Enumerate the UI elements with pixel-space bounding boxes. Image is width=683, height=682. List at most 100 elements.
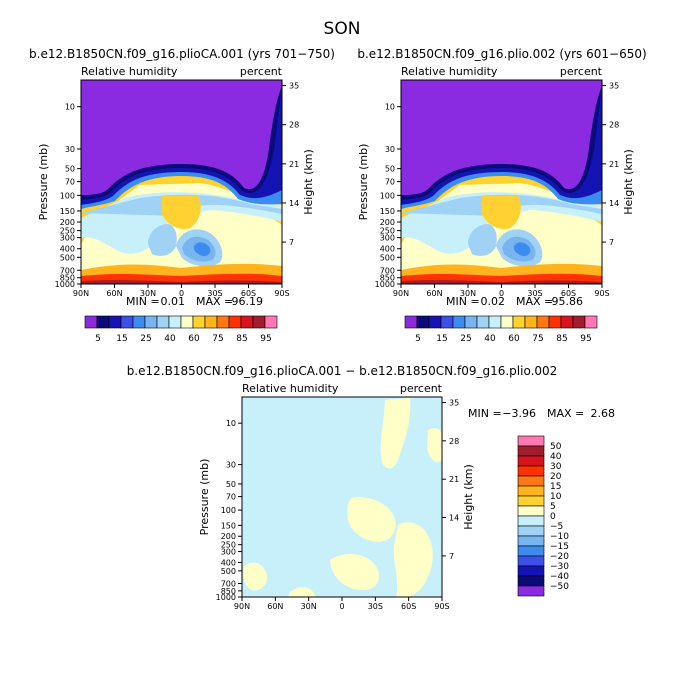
colorbar-label: 25 — [460, 334, 471, 344]
panel-b-band-stratosphere — [401, 80, 602, 195]
y-axis-title: Pressure (mb) — [37, 144, 50, 221]
x-tick-label: 90S — [434, 602, 449, 611]
colorbar-swatch — [416, 315, 430, 329]
x-tick-label: 30S — [527, 289, 542, 298]
colorbar-swatch — [168, 315, 182, 329]
y-tick-label: 700 — [380, 266, 395, 275]
colorbar-swatch — [517, 585, 545, 597]
x-tick-label: 30S — [368, 602, 383, 611]
colorbar-label: 75 — [532, 334, 543, 344]
panel-a-title: b.e12.B1850CN.f09_g16.plioCA.001 (yrs 70… — [29, 47, 335, 61]
colorbar-swatch — [517, 575, 545, 587]
height-axis-title: Height (km) — [462, 464, 475, 530]
colorbar-label: 5 — [95, 334, 101, 344]
colorbar-swatch — [228, 315, 242, 329]
colorbar-label: 20 — [550, 472, 562, 482]
colorbar-label: 40 — [164, 334, 176, 344]
panel-a-dry-blob-core — [193, 242, 211, 257]
colorbar-swatch — [517, 535, 545, 547]
colorbar-swatch — [132, 315, 146, 329]
panel-a-upper-yellow — [162, 196, 201, 230]
y-tick-label: 50 — [65, 165, 75, 174]
panel-a: b.e12.B1850CN.f09_g16.plioCA.001 (yrs 70… — [29, 47, 335, 344]
colorbar-swatch — [517, 485, 545, 497]
colorbar-label: 40 — [484, 334, 496, 344]
panel-a-units-label: percent — [240, 65, 283, 78]
y-tick-label: 1000 — [216, 593, 236, 602]
x-tick-label: 0 — [339, 602, 344, 611]
colorbar-swatch — [252, 315, 266, 329]
y-tick-label: 200 — [380, 218, 395, 227]
x-tick-label: 90S — [274, 289, 289, 298]
panel-a-axes: 90N 60N 30N 0 30S 60S 90S103050701001502002503… — [37, 82, 315, 298]
colorbar-label: 85 — [236, 334, 247, 344]
colorbar-label: 50 — [550, 442, 562, 452]
colorbar-swatch — [512, 315, 526, 329]
x-tick-label: 90N — [73, 289, 89, 298]
height-tick-label: 7 — [449, 552, 454, 561]
panel-c-max-text: MAX = — [547, 407, 584, 420]
y-tick-label: 100 — [60, 191, 75, 200]
panel-b-variable-label: Relative humidity — [401, 65, 498, 78]
y-tick-label: 500 — [60, 253, 75, 262]
y-tick-label: 10 — [65, 103, 75, 112]
height-tick-label: 14 — [609, 199, 619, 208]
y-tick-label: 10 — [385, 103, 395, 112]
colorbar-swatch — [428, 315, 442, 329]
colorbar-label: −10 — [550, 532, 569, 542]
y-tick-label: 200 — [221, 532, 236, 541]
x-tick-label: 90S — [594, 289, 609, 298]
colorbar-swatch — [517, 505, 545, 517]
colorbar-swatch — [452, 315, 466, 329]
colorbar-swatch — [108, 315, 122, 329]
colorbar-swatch — [536, 315, 550, 329]
colorbar-label: −5 — [550, 522, 563, 532]
panel-a-min-value: 0.01 — [161, 295, 186, 308]
height-tick-label: 21 — [449, 475, 459, 484]
colorbar-label: −15 — [550, 542, 569, 552]
panel-a-surface-darkred — [81, 280, 282, 284]
panel-c-positive-right — [427, 428, 442, 463]
panel-a-max-text: MAX = — [196, 295, 233, 308]
x-tick-label: 60S — [241, 289, 256, 298]
panel-a-contour-field — [81, 80, 282, 284]
y-tick-label: 1000 — [55, 280, 75, 289]
height-axis-title: Height (km) — [622, 149, 635, 215]
panel-b-units-label: percent — [560, 65, 603, 78]
panel-c-positive-upper — [380, 398, 411, 469]
panel-b-surface-darkred — [401, 280, 602, 284]
colorbar-swatch — [476, 315, 490, 329]
colorbar-swatch — [517, 525, 545, 537]
y-tick-label: 150 — [221, 521, 236, 530]
colorbar-swatch — [548, 315, 562, 329]
y-tick-label: 250 — [221, 541, 236, 550]
y-tick-label: 400 — [380, 245, 395, 254]
colorbar-swatch — [572, 315, 586, 329]
colorbar-swatch — [216, 315, 230, 329]
colorbar-label: 25 — [140, 334, 151, 344]
height-tick-label: 35 — [609, 82, 619, 91]
y-tick-label: 100 — [380, 191, 395, 200]
colorbar-swatch — [264, 315, 278, 329]
colorbar-label: 15 — [436, 334, 447, 344]
x-tick-label: 30N — [460, 289, 476, 298]
colorbar-swatch — [517, 555, 545, 567]
y-tick-label: 1000 — [375, 280, 395, 289]
colorbar-swatch — [180, 315, 194, 329]
colorbar-label: −30 — [550, 562, 569, 572]
panel-b-title: b.e12.B1850CN.f09_g16.plio.002 (yrs 601−… — [357, 47, 646, 61]
x-tick-label: 30N — [140, 289, 156, 298]
height-tick-label: 14 — [289, 199, 299, 208]
panel-c-title: b.e12.B1850CN.f09_g16.plioCA.001 − b.e12… — [127, 364, 558, 378]
y-axis-title: Pressure (mb) — [357, 144, 370, 221]
y-tick-label: 850 — [380, 274, 395, 283]
panel-c-positive-south — [393, 522, 433, 597]
panel-c-positive-north — [243, 562, 268, 591]
y-tick-label: 250 — [380, 227, 395, 236]
panel-b-upper-yellow — [482, 196, 521, 230]
colorbar-swatch — [488, 315, 502, 329]
x-tick-label: 90N — [393, 289, 409, 298]
x-tick-label: 60S — [561, 289, 576, 298]
y-tick-label: 70 — [385, 178, 395, 187]
height-tick-label: 35 — [449, 398, 459, 407]
